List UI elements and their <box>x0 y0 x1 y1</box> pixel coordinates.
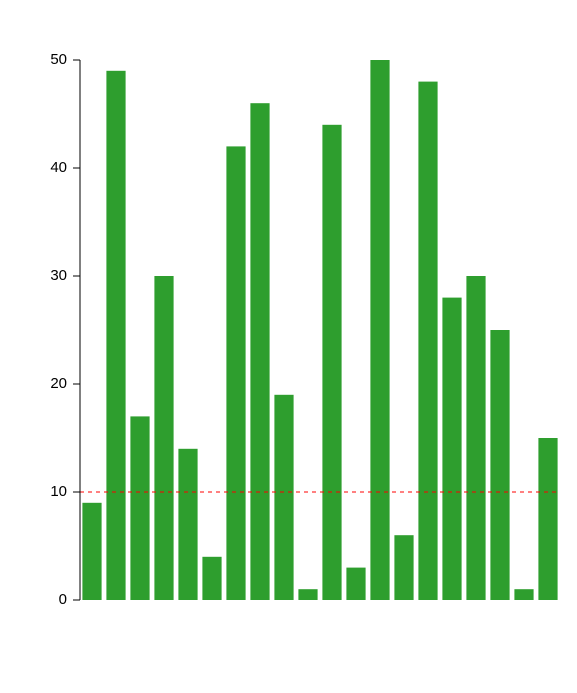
bar <box>226 146 245 600</box>
y-tick-label: 30 <box>50 267 67 284</box>
bar <box>298 589 317 600</box>
bar-chart: 0 10 20 30 40 50 <box>0 0 577 693</box>
y-tick-label: 20 <box>50 375 67 392</box>
bar <box>346 568 365 600</box>
bar <box>178 449 197 600</box>
bar <box>490 330 509 600</box>
bar <box>514 589 533 600</box>
chart-svg: 0 10 20 30 40 50 <box>0 0 577 693</box>
bar <box>82 503 101 600</box>
bar <box>250 103 269 600</box>
bar <box>130 416 149 600</box>
y-tick-label: 40 <box>50 159 67 176</box>
bar <box>538 438 557 600</box>
bar <box>370 60 389 600</box>
bar <box>394 535 413 600</box>
bar <box>274 395 293 600</box>
bar <box>466 276 485 600</box>
bar <box>106 71 125 600</box>
bar <box>322 125 341 600</box>
y-tick-label: 10 <box>50 483 67 500</box>
y-tick-label: 50 <box>50 51 67 68</box>
bar <box>154 276 173 600</box>
bar <box>442 298 461 600</box>
bar <box>418 82 437 600</box>
y-tick-label: 0 <box>59 591 67 608</box>
bar <box>202 557 221 600</box>
